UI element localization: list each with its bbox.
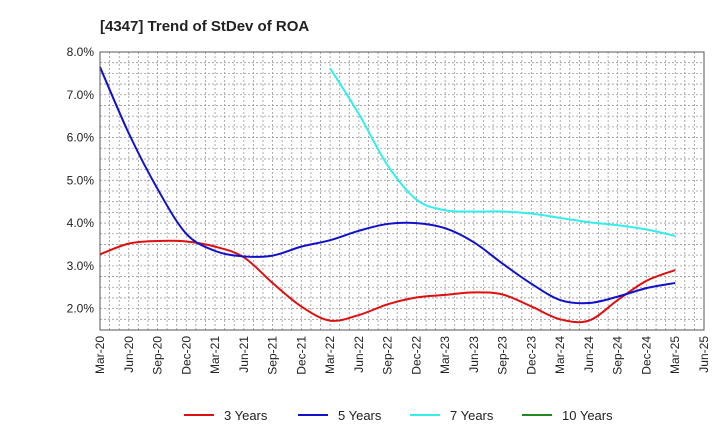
- series-lines: [99, 66, 676, 324]
- x-tick-label: Jun-20: [122, 336, 136, 373]
- series-line-3-years: [99, 239, 676, 324]
- y-tick-label: 7.0%: [67, 88, 95, 102]
- legend-label: 3 Years: [224, 408, 268, 423]
- x-tick-label: Mar-21: [208, 336, 222, 374]
- x-tick-label: Mar-23: [438, 336, 452, 374]
- x-tick-label: Dec-24: [639, 336, 653, 375]
- grid: [100, 52, 704, 330]
- legend-label: 7 Years: [450, 408, 494, 423]
- legend: 3 Years 5 Years 7 Years 10 Years: [184, 408, 613, 423]
- x-tick-label: Sep-23: [496, 336, 510, 375]
- x-tick-label: Dec-23: [524, 336, 538, 375]
- y-tick-label: 6.0%: [67, 131, 95, 145]
- legend-label: 10 Years: [562, 408, 613, 423]
- x-tick-label: Sep-20: [151, 336, 165, 375]
- x-tick-label: Sep-21: [266, 336, 280, 375]
- legend-label: 5 Years: [338, 408, 382, 423]
- legend-item-7-years: 7 Years: [410, 408, 494, 423]
- x-tick-label: Mar-22: [323, 336, 337, 374]
- y-tick-label: 4.0%: [67, 216, 95, 230]
- x-tick-label: Jun-21: [237, 336, 251, 373]
- series-line-5-years: [99, 66, 676, 305]
- legend-item-10-years: 10 Years: [522, 408, 613, 423]
- x-tick-label: Mar-20: [93, 336, 107, 374]
- x-tick-label: Jun-25: [697, 336, 711, 373]
- x-tick-label: Jun-24: [582, 336, 596, 373]
- y-axis-ticks: 2.0% 3.0% 4.0% 5.0% 6.0% 7.0% 8.0%: [67, 45, 95, 316]
- x-tick-label: Jun-22: [352, 336, 366, 373]
- series-line-7-years: [329, 67, 676, 237]
- x-tick-label: Jun-23: [467, 336, 481, 373]
- legend-item-5-years: 5 Years: [298, 408, 382, 423]
- legend-item-3-years: 3 Years: [184, 408, 268, 423]
- x-tick-label: Sep-24: [611, 336, 625, 375]
- x-tick-label: Dec-21: [294, 336, 308, 375]
- y-tick-label: 2.0%: [67, 302, 95, 316]
- x-tick-label: Mar-24: [553, 336, 567, 374]
- x-tick-label: Dec-22: [409, 336, 423, 375]
- y-tick-label: 8.0%: [67, 45, 95, 59]
- x-tick-label: Mar-25: [668, 336, 682, 374]
- y-tick-label: 5.0%: [67, 173, 95, 187]
- x-tick-label: Sep-22: [381, 336, 395, 375]
- plot-frame: [99, 51, 705, 331]
- y-tick-label: 3.0%: [67, 259, 95, 273]
- x-tick-label: Dec-20: [179, 336, 193, 375]
- chart-title: [4347] Trend of StDev of ROA: [100, 18, 309, 35]
- x-axis-ticks: Mar-20 Jun-20 Sep-20 Dec-20 Mar-21 Jun-21 Sep-…: [93, 336, 711, 375]
